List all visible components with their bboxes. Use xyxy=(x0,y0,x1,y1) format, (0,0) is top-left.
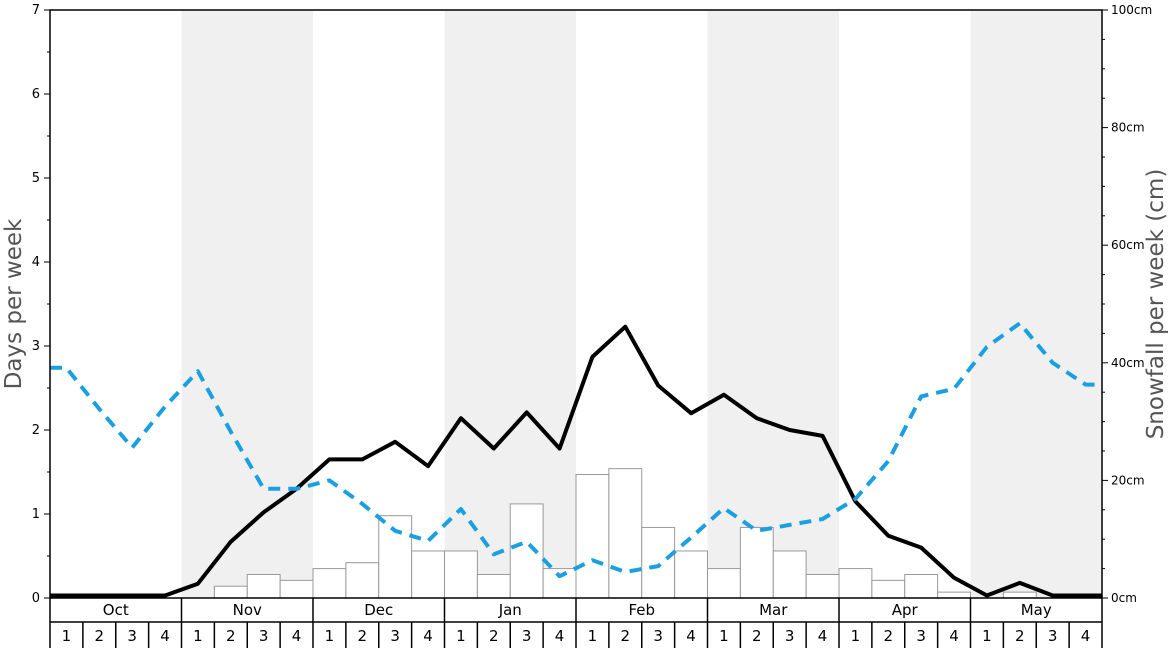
week-label: 4 xyxy=(160,627,170,645)
snowfall-bars xyxy=(213,468,1037,599)
month-shading xyxy=(181,10,1102,598)
month-label-dec: Dec xyxy=(364,601,393,619)
week-label: 4 xyxy=(1081,627,1091,645)
snowfall-bar xyxy=(871,579,906,599)
week-label: 4 xyxy=(949,627,959,645)
week-label: 1 xyxy=(456,627,466,645)
week-label: 2 xyxy=(489,627,499,645)
snowfall-bar xyxy=(575,474,610,599)
month-label-may: May xyxy=(1021,601,1052,619)
week-label: 1 xyxy=(193,627,203,645)
snowfall-bar xyxy=(739,526,774,599)
left-axis: 0 1 2 3 4 5 6 7 xyxy=(32,3,50,606)
week-label: 2 xyxy=(1015,627,1025,645)
snowfall-bar xyxy=(246,573,281,599)
right-tick-label: 40cm xyxy=(1111,356,1145,370)
month-strip: Oct Nov Dec Jan Feb Mar Apr May xyxy=(49,598,1103,623)
week-label: 1 xyxy=(62,627,72,645)
left-tick-label: 7 xyxy=(32,3,40,18)
snowfall-bar xyxy=(838,568,873,599)
left-tick-label: 6 xyxy=(32,87,40,102)
snowfall-bar xyxy=(707,568,741,599)
week-label: 1 xyxy=(982,627,992,645)
left-tick-label: 1 xyxy=(32,507,40,522)
week-label: 4 xyxy=(423,627,433,645)
snowfall-bar xyxy=(213,585,248,599)
week-label: 4 xyxy=(292,627,302,645)
week-strip: 1 2 3 4 1 2 3 4 1 2 3 4 1 2 3 4 1 2 3 4 1 2 3 4 1 2 3 4 1 2 3 4 xyxy=(49,622,1103,648)
snowfall-bar xyxy=(805,573,840,599)
snowfall-bar xyxy=(411,550,445,599)
week-label: 1 xyxy=(851,627,861,645)
week-label: 2 xyxy=(752,627,762,645)
week-label: 3 xyxy=(259,627,269,645)
week-label: 1 xyxy=(588,627,598,645)
week-label: 2 xyxy=(884,627,894,645)
month-label-nov: Nov xyxy=(233,601,262,619)
snowfall-bar xyxy=(937,591,971,599)
right-tick-label: 20cm xyxy=(1111,473,1145,487)
week-label: 3 xyxy=(785,627,795,645)
month-label-apr: Apr xyxy=(892,601,919,619)
week-label: 3 xyxy=(916,627,926,645)
week-label: 3 xyxy=(1048,627,1058,645)
left-tick-label: 0 xyxy=(32,591,40,606)
right-tick-label: 100cm xyxy=(1111,3,1152,17)
snowfall-bar xyxy=(279,579,314,599)
month-shade-nov xyxy=(181,10,313,598)
week-label: 3 xyxy=(127,627,137,645)
month-label-oct: Oct xyxy=(103,601,129,619)
snowfall-bar xyxy=(904,573,939,599)
dashed-series-line xyxy=(50,321,1102,579)
week-label: 1 xyxy=(325,627,335,645)
left-tick-label: 2 xyxy=(32,423,40,438)
left-tick-label: 4 xyxy=(32,255,40,270)
right-axis-title: Snowfall per week (cm) xyxy=(1143,169,1168,440)
snowfall-bar xyxy=(674,550,708,599)
week-label: 2 xyxy=(621,627,631,645)
week-label: 4 xyxy=(555,627,565,645)
solid-series-line xyxy=(50,324,1102,598)
left-tick-label: 5 xyxy=(32,171,40,186)
snowfall-bar xyxy=(542,568,577,599)
snowfall-bar xyxy=(476,573,511,599)
month-label-jan: Jan xyxy=(498,601,522,619)
week-label: 2 xyxy=(226,627,236,645)
week-label: 2 xyxy=(358,627,368,645)
month-shade-mar xyxy=(707,10,839,598)
snowfall-bar xyxy=(608,468,643,599)
right-tick-label: 0cm xyxy=(1111,591,1137,605)
right-axis: 0cm 20cm 40cm 60cm 80cm 100cm xyxy=(1102,3,1152,605)
snowfall-bar xyxy=(641,526,676,599)
week-label: 1 xyxy=(719,627,729,645)
week-label: 4 xyxy=(818,627,828,645)
day-lines xyxy=(50,321,1102,598)
week-label: 3 xyxy=(653,627,663,645)
left-tick-label: 3 xyxy=(32,339,40,354)
week-label: 2 xyxy=(95,627,105,645)
month-shade-may xyxy=(970,10,1102,598)
snowfall-bar xyxy=(772,550,807,599)
month-shade-jan xyxy=(444,10,576,598)
week-label: 3 xyxy=(522,627,532,645)
right-tick-label: 60cm xyxy=(1111,238,1145,252)
week-label: 3 xyxy=(390,627,400,645)
left-axis-title: Days per week xyxy=(1,218,27,389)
month-label-feb: Feb xyxy=(628,601,655,619)
month-label-mar: Mar xyxy=(759,601,788,619)
week-label: 4 xyxy=(686,627,696,645)
snowfall-bar xyxy=(1002,591,1037,599)
right-tick-label: 80cm xyxy=(1111,121,1145,135)
snowfall-bar xyxy=(378,515,413,599)
snowfall-bar xyxy=(312,568,347,599)
snowfall-bar xyxy=(444,550,478,599)
snowfall-bar xyxy=(345,562,380,599)
